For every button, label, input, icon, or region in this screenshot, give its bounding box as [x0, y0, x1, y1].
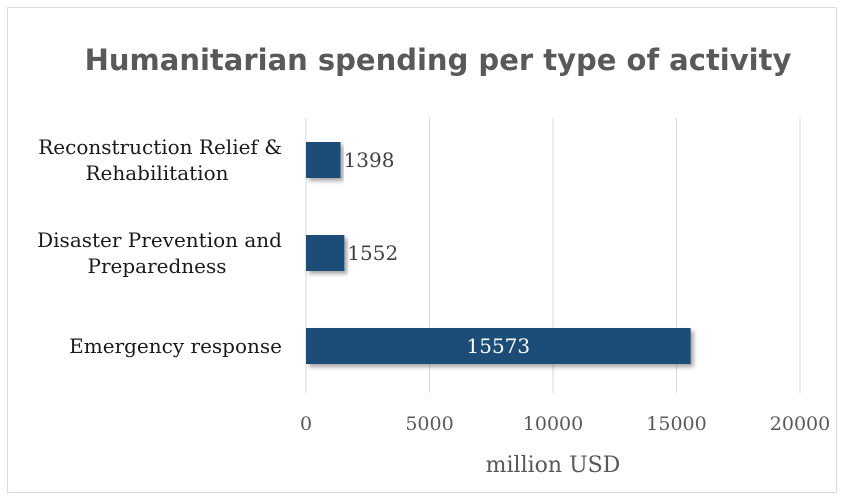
x-tick-label: 10000 — [523, 413, 583, 435]
bars — [306, 142, 691, 364]
bar — [306, 328, 691, 364]
data-labels: 1398 1552 15573 — [344, 148, 531, 358]
chart-frame — [7, 7, 837, 493]
x-tick-label: 20000 — [770, 413, 830, 435]
x-tick-label: 5000 — [405, 413, 453, 435]
category-label: Reconstruction Relief & Rehabilitation — [38, 135, 282, 185]
category-label: Emergency response — [69, 334, 282, 358]
bar — [306, 142, 341, 178]
x-tick-label: 0 — [300, 413, 312, 435]
x-axis-title: million USD — [486, 453, 621, 478]
chart-title: Humanitarian spending per type of activi… — [85, 43, 792, 77]
category-label-line: Reconstruction Relief & — [38, 135, 282, 159]
data-label: 1398 — [344, 148, 395, 172]
category-labels: Reconstruction Relief & Rehabilitation Dis… — [37, 135, 282, 358]
category-label-line: Disaster Prevention and — [37, 228, 282, 252]
x-tick-labels: 0 5000 10000 15000 20000 — [300, 413, 830, 435]
category-label-line: Rehabilitation — [85, 161, 228, 185]
data-label: 15573 — [467, 334, 531, 358]
bar — [306, 235, 345, 271]
category-label-line: Preparedness — [87, 254, 226, 278]
x-tick-label: 15000 — [646, 413, 706, 435]
category-label: Disaster Prevention and Preparedness — [37, 228, 282, 278]
data-label: 1552 — [347, 241, 398, 265]
category-label-line: Emergency response — [69, 334, 282, 358]
